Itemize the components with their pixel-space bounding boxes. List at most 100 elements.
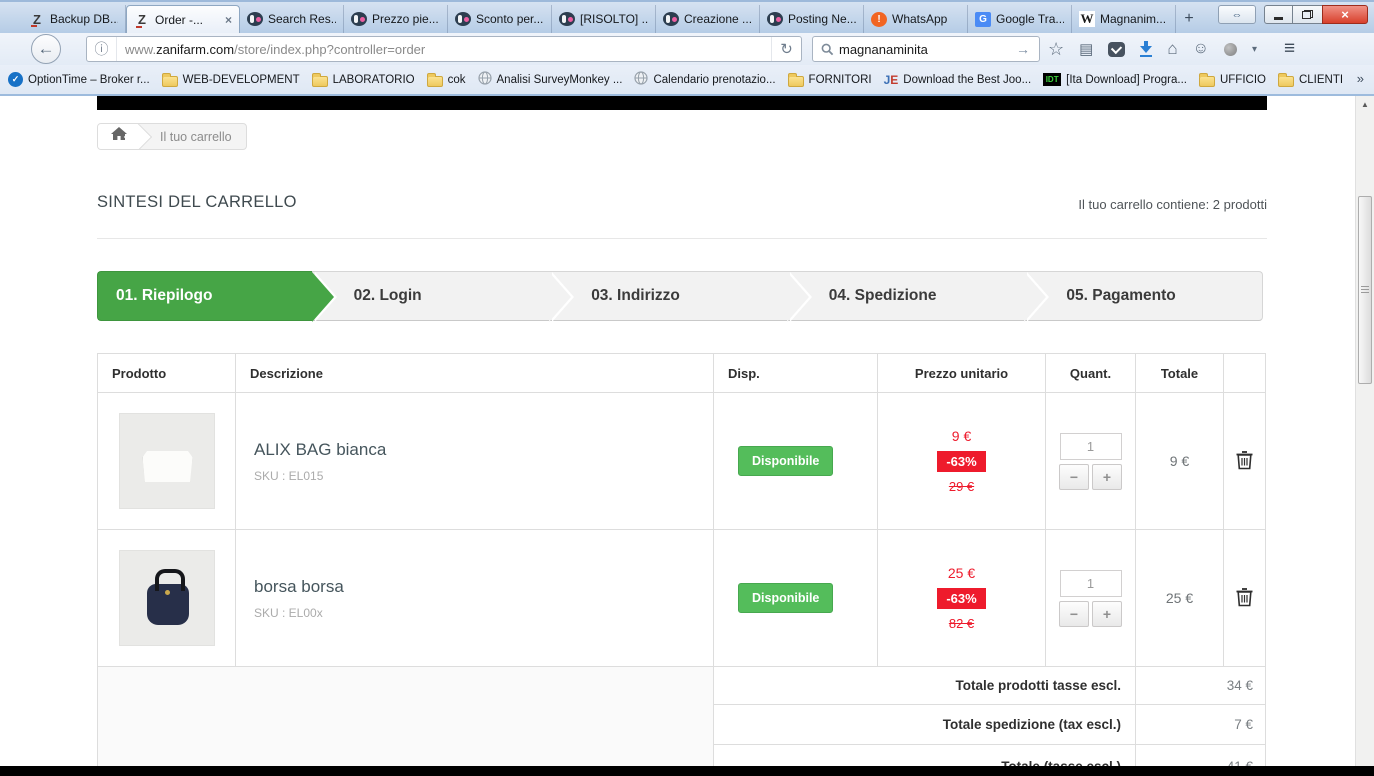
quantity-decrease-button[interactable]: − [1059,600,1089,627]
url-text[interactable]: www.zanifarm.com/store/index.php?control… [117,42,771,57]
product-image[interactable] [118,550,215,646]
reload-button[interactable]: ↻ [771,37,801,61]
total-label: Totale spedizione (tax escl.) [713,704,1136,745]
tab-sconto[interactable]: Sconto per... [448,5,552,33]
bookmark-laboratorio[interactable]: LABORATORIO [311,72,415,87]
tab-title: Creazione ... [684,12,752,26]
bookmark-cok[interactable]: cok [426,72,466,87]
tab-strip: Z Backup DB... Z Order -... × Search Res… [22,5,1202,33]
home-icon[interactable]: ⌂ [1167,39,1178,58]
bookmark-joomla-extensions[interactable]: JE Download the Best Joo... [884,73,1032,87]
tab-creazione[interactable]: Creazione ... [656,5,760,33]
search-go-icon[interactable]: → [1016,41,1030,57]
bookmark-fornitori[interactable]: FORNITORI [787,72,872,87]
tab-close-icon[interactable]: × [224,12,232,27]
tab-title: Prezzo pie... [372,12,439,26]
bookmark-label: cok [447,73,466,86]
search-bar[interactable]: → [812,36,1040,62]
site-header-bar [97,96,1267,110]
tab-search-res[interactable]: Search Res... [240,5,344,33]
back-icon: ← [37,39,55,58]
tab-google-translate[interactable]: G Google Tra... [968,5,1072,33]
product-image[interactable] [118,413,215,509]
unit-price: 9 € [951,428,972,444]
bookmark-clienti[interactable]: CLIENTI [1277,72,1343,87]
minimize-button[interactable] [1264,5,1293,24]
close-icon: × [1341,7,1349,22]
prestashop-favicon-icon [455,12,471,26]
back-button[interactable]: ← [31,34,61,64]
folder-icon [1277,72,1294,87]
bookmark-web-development[interactable]: WEB-DEVELOPMENT [161,72,300,87]
site-info-icon[interactable]: ⓘ [87,37,117,61]
checkout-steps: 01. Riepilogo 02. Login 03. Indirizzo 04… [97,271,1263,322]
home-icon [111,127,127,146]
total-products-row: Totale prodotti tasse escl. 34 € [97,666,1266,776]
dropdown-caret-icon[interactable]: ▾ [1251,43,1257,55]
menu-icon[interactable]: ≡ [1283,38,1296,59]
reading-list-icon[interactable]: ▤ [1079,41,1094,58]
product-sku: SKU : EL00x [254,605,323,620]
step-riepilogo[interactable]: 01. Riepilogo [97,271,337,322]
bookmark-calendario[interactable]: Calendario prenotazio... [634,71,776,88]
unit-price: 25 € [947,565,976,581]
pocket-icon[interactable] [1108,41,1126,57]
bookmark-ufficio[interactable]: UFFICIO [1198,72,1266,87]
delete-item-button[interactable] [1235,451,1254,473]
quantity-increase-button[interactable]: + [1092,463,1122,490]
tab-order-active[interactable]: Z Order -... × [126,5,240,33]
close-button[interactable]: × [1322,5,1368,24]
nav-toolbar: ← ⓘ www.zanifarm.com/store/index.php?con… [0,33,1374,65]
download-icon[interactable] [1140,41,1153,57]
url-prefix: www. [125,41,157,57]
extension-icon[interactable] [1223,42,1237,56]
zanifarm-favicon-icon: Z [134,12,150,28]
tab-backup-db[interactable]: Z Backup DB... [22,5,126,33]
product-name-link[interactable]: ALIX BAG bianca [254,439,387,459]
scrollbar-thumb[interactable] [1358,196,1372,384]
tab-title: Sconto per... [476,12,544,26]
breadcrumb-home-link[interactable] [98,124,140,149]
col-prezzo-unitario: Prezzo unitario [877,353,1046,393]
tab-title: Backup DB... [50,12,118,26]
page-scrollbar[interactable]: ▲ [1355,96,1374,776]
product-name-link[interactable]: borsa borsa [254,576,344,596]
titlebar: Z Backup DB... Z Order -... × Search Res… [0,0,1374,33]
availability-badge: Disponibile [738,446,834,476]
hello-smiley-icon[interactable]: ☺ [1192,40,1209,57]
quantity-decrease-button[interactable]: − [1059,463,1089,490]
quantity-input[interactable] [1059,569,1122,597]
tab-title: Magnanim... [1100,12,1167,26]
reload-icon: ↻ [780,41,793,58]
window-controls: ⇔ × [1218,5,1368,24]
url-bar[interactable]: ⓘ www.zanifarm.com/store/index.php?contr… [86,36,802,62]
breadcrumb-current: Il tuo carrello [160,129,232,144]
delete-item-button[interactable] [1235,588,1254,610]
quantity-increase-button[interactable]: + [1092,600,1122,627]
tab-prezzo[interactable]: Prezzo pie... [344,5,448,33]
cart-summary-count: Il tuo carrello contiene: 2 prodotti [1078,197,1267,212]
bookmark-label: UFFICIO [1219,73,1266,86]
tab-wikipedia[interactable]: W Magnanim... [1072,5,1176,33]
url-path: /store/index.php?controller=order [234,41,426,57]
tab-risolto[interactable]: [RISOLTO] ... [552,5,656,33]
quantity-input[interactable] [1059,432,1122,460]
tab-whatsapp[interactable]: ! WhatsApp [864,5,968,33]
scrollbar-up-icon[interactable]: ▲ [1361,100,1369,109]
bookmark-optiontime[interactable]: ✓ OptionTime – Broker r... [8,72,150,87]
new-tab-button[interactable]: + [1184,10,1194,27]
tab-preview-button[interactable]: ⇔ [1218,5,1256,24]
discount-badge: -63% [937,588,986,609]
restore-button[interactable] [1293,5,1322,24]
bookmark-ita-download[interactable]: IDT [Ita Download] Progra... [1043,73,1187,86]
prestashop-favicon-icon [351,12,367,26]
bookmark-surveymonkey[interactable]: Analisi SurveyMonkey ... [477,71,622,88]
row-total: 25 € [1135,529,1224,667]
bookmark-star-icon[interactable]: ☆ [1048,38,1065,59]
tab-title: Order -... [155,12,204,27]
total-shipping-row: Totale spedizione (tax escl.) 7 € [98,704,1266,745]
search-input[interactable] [839,41,1007,57]
bookmark-label: OptionTime – Broker r... [28,73,150,86]
bookmarks-overflow-button[interactable]: » [1356,71,1364,86]
tab-posting[interactable]: Posting Ne... [760,5,864,33]
